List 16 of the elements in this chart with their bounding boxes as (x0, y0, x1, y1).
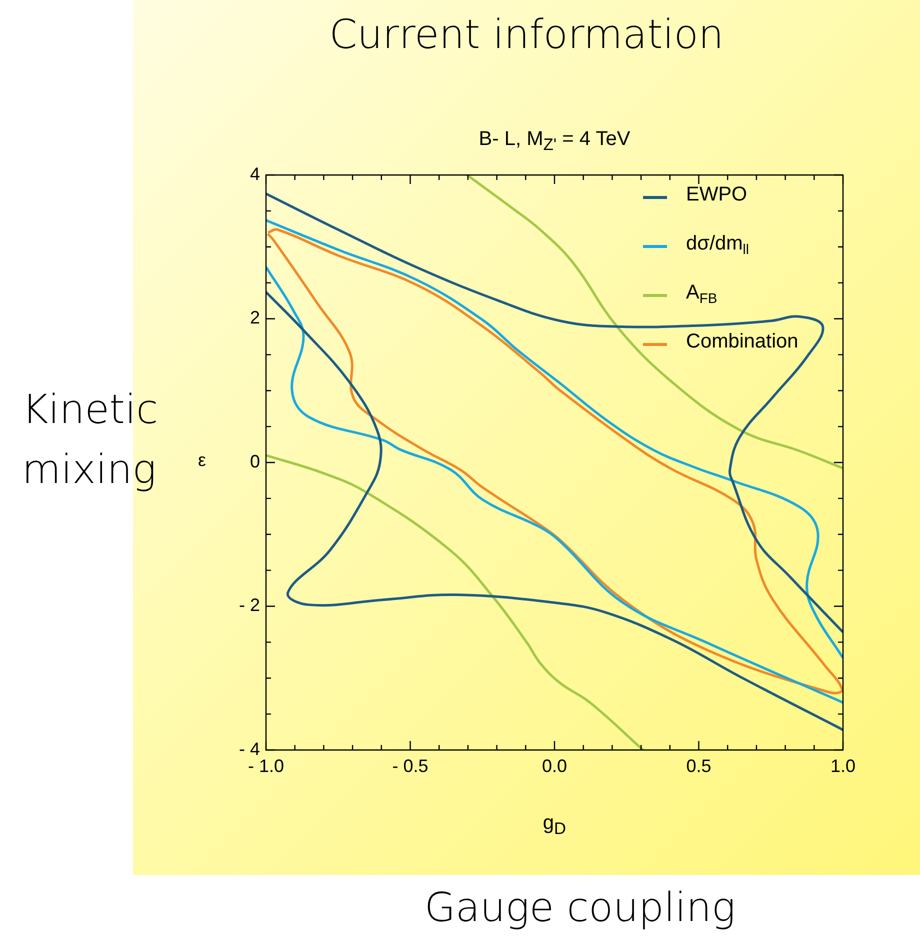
x-tick-label: 1.0 (830, 756, 856, 776)
y-axis-title: ε (198, 450, 206, 471)
y-tick-label: 0 (250, 451, 260, 472)
y-tick-label: - 2 (238, 595, 260, 616)
x-axis-title: g$_{D}$ (542, 812, 568, 839)
text: Gauge coupling (424, 885, 736, 931)
y-tick-label: 2 (250, 308, 260, 328)
chart-subtitle: B- L, M$_{Z'}$ = 4 TeV (478, 128, 632, 155)
y-tick-label: 4 (250, 164, 260, 184)
legend-label: Combination (686, 330, 798, 353)
text: Kinetic mixing (22, 386, 160, 495)
x-tick-label: 0.5 (686, 756, 712, 776)
x-tick-label: 0.0 (542, 756, 568, 776)
x-tick-label: - 0.5 (392, 756, 428, 776)
chart-title: Current information (328, 12, 725, 58)
legend-label: EWPO (686, 184, 748, 206)
